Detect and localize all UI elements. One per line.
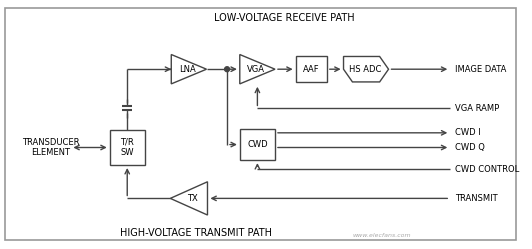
Text: CWD Q: CWD Q [455,143,485,152]
Text: www.elecfans.com: www.elecfans.com [352,233,411,238]
Circle shape [225,67,229,72]
Text: CWD CONTROL: CWD CONTROL [455,165,519,174]
Text: TX: TX [187,194,198,203]
Text: TRANSDUCER
ELEMENT: TRANSDUCER ELEMENT [22,138,80,157]
Text: VGA: VGA [247,65,265,74]
Text: LNA: LNA [179,65,196,74]
Polygon shape [344,57,388,82]
Text: T/R
SW: T/R SW [120,138,134,157]
Polygon shape [171,55,206,84]
Bar [110,130,145,165]
Bar [296,57,327,82]
Text: VGA RAMP: VGA RAMP [455,104,500,113]
Text: LOW-VOLTAGE RECEIVE PATH: LOW-VOLTAGE RECEIVE PATH [213,13,354,23]
Text: CWD: CWD [247,140,268,149]
Text: CWD I: CWD I [455,128,481,137]
Bar [240,129,275,160]
Text: AAF: AAF [303,65,320,74]
Polygon shape [170,182,207,215]
Polygon shape [240,55,275,84]
Text: TRANSMIT: TRANSMIT [455,194,498,203]
Text: HIGH-VOLTAGE TRANSMIT PATH: HIGH-VOLTAGE TRANSMIT PATH [120,228,272,238]
Text: IMAGE DATA: IMAGE DATA [455,65,506,74]
Text: HS ADC: HS ADC [349,65,381,74]
